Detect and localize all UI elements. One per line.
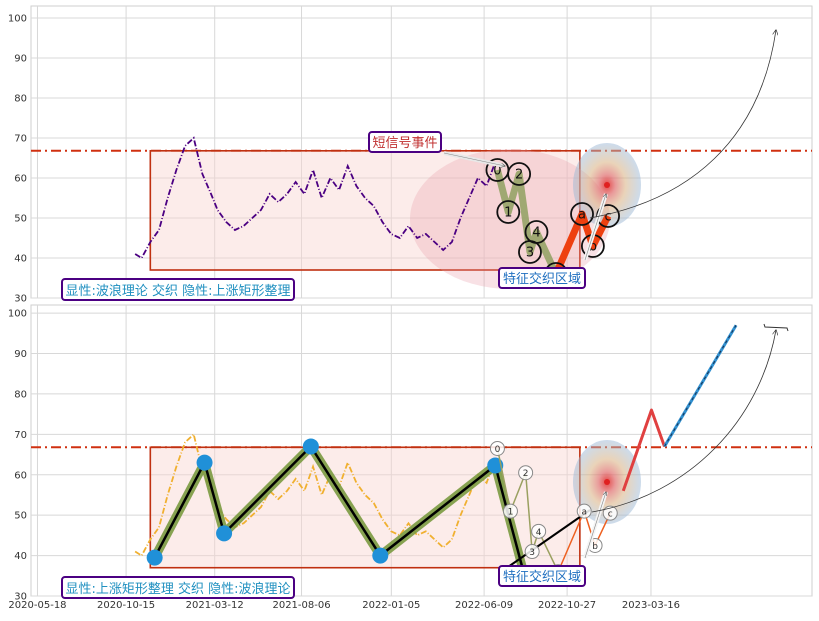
svg-text:显性:波浪理论 交织 隐性:上涨矩形整理: 显性:波浪理论 交织 隐性:上涨矩形整理 xyxy=(65,283,290,299)
panel-2-target-bracket xyxy=(763,323,789,332)
panel-2-projection-blue xyxy=(663,324,738,448)
panel-2-y-tick-label: 30 xyxy=(14,592,27,603)
svg-text:特征交织区域: 特征交织区域 xyxy=(503,271,581,287)
panel-1-wave-label: 3 xyxy=(526,246,534,261)
panel-1-y-tick-label: 90 xyxy=(14,54,27,65)
panel-2-price-line xyxy=(134,432,497,557)
panel-1-wave-label: 0 xyxy=(493,164,501,179)
panel-2-y-tick-label: 90 xyxy=(14,349,27,360)
panel-1-wave-band xyxy=(494,169,560,276)
x-tick-label: 2021-03-12 xyxy=(186,600,244,611)
panel-2-y-tick-label: 100 xyxy=(8,309,27,320)
panel-1-up-arrow-edge xyxy=(584,194,606,261)
panel-2-wave-label: 1 xyxy=(508,508,514,518)
panel-1-bottom-note: 显性:波浪理论 交织 隐性:上涨矩形整理 xyxy=(61,278,295,301)
svg-text:显性:上涨矩形整理 交织 隐性:波浪理论: 显性:上涨矩形整理 交织 隐性:波浪理论 xyxy=(65,581,290,597)
panel-1-y-tick-label: 100 xyxy=(8,14,27,25)
panel-2-up-arrow-edge xyxy=(584,492,606,559)
x-tick-label: 2022-10-27 xyxy=(538,600,596,611)
panel-1-y-tick-label: 30 xyxy=(14,294,27,305)
panel-2-breakout-line xyxy=(507,509,591,568)
panel-2-wave-label: 4 xyxy=(536,528,542,538)
panel-2-path-node xyxy=(196,454,213,471)
panel-1-projection-curve xyxy=(589,30,776,219)
panel-1-target-dot xyxy=(604,182,610,188)
panel-2-wave-marker xyxy=(489,440,505,456)
panel-1-y-tick-label: 60 xyxy=(14,174,27,185)
panel-2-wave-marker xyxy=(524,544,540,560)
panel-2-path-node xyxy=(146,549,163,566)
panel-2-y-tick-label: 60 xyxy=(14,470,27,481)
panel-2-wave-label: 2 xyxy=(523,469,529,479)
panel-2-y-tick-label: 80 xyxy=(14,389,27,400)
x-tick-label: 2020-05-18 xyxy=(8,600,66,611)
panel-2-projection-red xyxy=(621,408,666,492)
panel-1-wave-label: b xyxy=(589,240,597,255)
x-tick-label: 2022-06-09 xyxy=(455,600,513,611)
panel-1-wave-label: 4 xyxy=(532,226,540,241)
panel-2-wave-marker xyxy=(502,503,518,519)
panel-1-wave-label: a xyxy=(578,208,586,223)
panel-2-path-node xyxy=(372,547,389,564)
panel-1-wave-marker xyxy=(570,202,594,226)
panel-1-wave-marker xyxy=(507,162,532,186)
panel-1-y-tick-label: 40 xyxy=(14,254,27,265)
panel-1-price-line xyxy=(134,136,497,260)
panel-1-signal-arrow-edge xyxy=(443,152,505,166)
x-tick-label: 2022-01-05 xyxy=(362,600,420,611)
svg-text:短信号事件: 短信号事件 xyxy=(372,136,437,151)
panel-1-y-tick-label: 70 xyxy=(14,134,27,145)
x-tick-label: 2021-08-06 xyxy=(272,600,330,611)
panel-2-wave-marker xyxy=(576,503,592,519)
panel-2-path-node xyxy=(487,457,504,474)
panel-1-wave-label: 2 xyxy=(515,168,523,183)
panel-1-wave-label: c xyxy=(604,210,611,225)
panel-1-zone-label: 特征交织区域 xyxy=(498,267,586,289)
panel-2-projection-curve xyxy=(591,330,776,513)
panel-1-y-tick-label: 50 xyxy=(14,214,27,225)
panel-1-short-signal-label: 短信号事件 xyxy=(368,131,442,153)
panel-2-y-tick-label: 50 xyxy=(14,511,27,522)
x-tick-label: 2020-10-15 xyxy=(97,600,155,611)
panel-1-abc-band xyxy=(552,210,612,276)
panel-2-wave-marker xyxy=(518,465,534,481)
panel-2-y-tick-label: 70 xyxy=(14,430,27,441)
panel-1-wave-label: 1 xyxy=(504,206,512,221)
svg-text:特征交织区域: 特征交织区域 xyxy=(503,569,581,585)
panel-2-zone-label: 特征交织区域 xyxy=(498,565,586,587)
panel-1-wave-marker xyxy=(496,200,521,224)
panel-1-y-tick-label: 80 xyxy=(14,94,27,105)
panel-1-interweave-ellipse xyxy=(410,149,610,289)
panel-2-bottom-note: 显性:上涨矩形整理 交织 隐性:波浪理论 xyxy=(61,576,295,599)
panel-2-wave-label: 3 xyxy=(529,548,535,558)
panel-1-wave-marker xyxy=(524,220,549,244)
panel-2-abc-line xyxy=(557,508,611,573)
panel-2-path-node xyxy=(216,525,233,542)
panel-2-wave-marker xyxy=(531,523,547,539)
panel-2-wave-label: c xyxy=(608,510,613,520)
panel-2-target-dot xyxy=(604,479,610,485)
panel-2-wave-marker xyxy=(602,505,618,521)
x-tick-label: 2023-03-16 xyxy=(622,600,680,611)
panel-2-wave-label: 0 xyxy=(495,445,501,455)
panel-2-path-node xyxy=(302,438,319,455)
panel-2-wave-label: b xyxy=(592,542,598,552)
panel-2-y-tick-label: 40 xyxy=(14,551,27,562)
panel-2-wave-label: a xyxy=(581,508,587,518)
